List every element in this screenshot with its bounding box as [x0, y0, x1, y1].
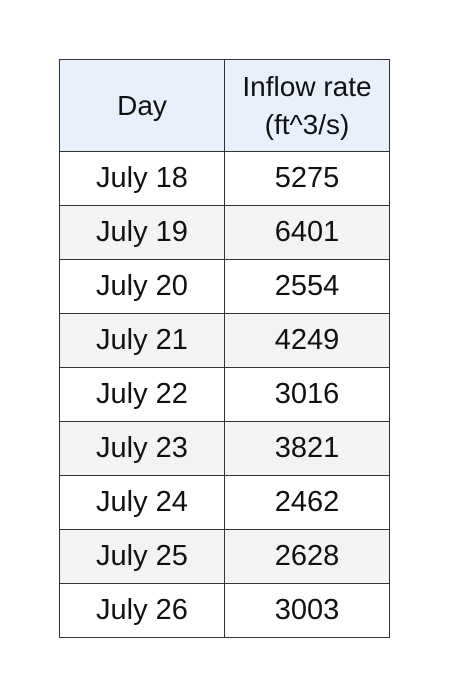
cell-inflow-rate: 2628 [224, 529, 390, 584]
header-day-label: Day [117, 89, 167, 121]
cell-day: July 20 [59, 259, 225, 314]
cell-inflow-rate: 3821 [224, 421, 390, 476]
cell-inflow-rate: 2554 [224, 259, 390, 314]
cell-inflow-rate: 3003 [224, 583, 390, 638]
header-inflow-rate-unit: (ft^3/s) [264, 108, 350, 140]
cell-day: July 24 [59, 475, 225, 530]
table-body: July 18 5275 July 19 6401 July 20 2554 July 21… [59, 151, 390, 638]
cell-day: July 23 [59, 421, 225, 476]
cell-inflow-rate: 4249 [224, 313, 390, 368]
table-row: July 22 3016 [59, 367, 390, 422]
table-row: July 25 2628 [59, 529, 390, 584]
cell-inflow-rate: 3016 [224, 367, 390, 422]
header-day: Day [59, 59, 225, 152]
cell-day: July 25 [59, 529, 225, 584]
header-inflow-rate-label: Inflow rate [242, 70, 372, 102]
table-header-row: Day Inflow rate (ft^3/s) [59, 59, 390, 152]
cell-day: July 22 [59, 367, 225, 422]
table-row: July 21 4249 [59, 313, 390, 368]
cell-inflow-rate: 6401 [224, 205, 390, 260]
cell-day: July 26 [59, 583, 225, 638]
table-row: July 24 2462 [59, 475, 390, 530]
cell-day: July 19 [59, 205, 225, 260]
table-row: July 20 2554 [59, 259, 390, 314]
inflow-table: Day Inflow rate (ft^3/s) July 18 5275 July… [59, 59, 390, 638]
cell-inflow-rate: 5275 [224, 151, 390, 206]
cell-day: July 18 [59, 151, 225, 206]
table-row: July 19 6401 [59, 205, 390, 260]
cell-inflow-rate: 2462 [224, 475, 390, 530]
table-row: July 23 3821 [59, 421, 390, 476]
header-inflow-rate: Inflow rate (ft^3/s) [224, 59, 390, 152]
table-row: July 26 3003 [59, 583, 390, 638]
table-row: July 18 5275 [59, 151, 390, 206]
cell-day: July 21 [59, 313, 225, 368]
